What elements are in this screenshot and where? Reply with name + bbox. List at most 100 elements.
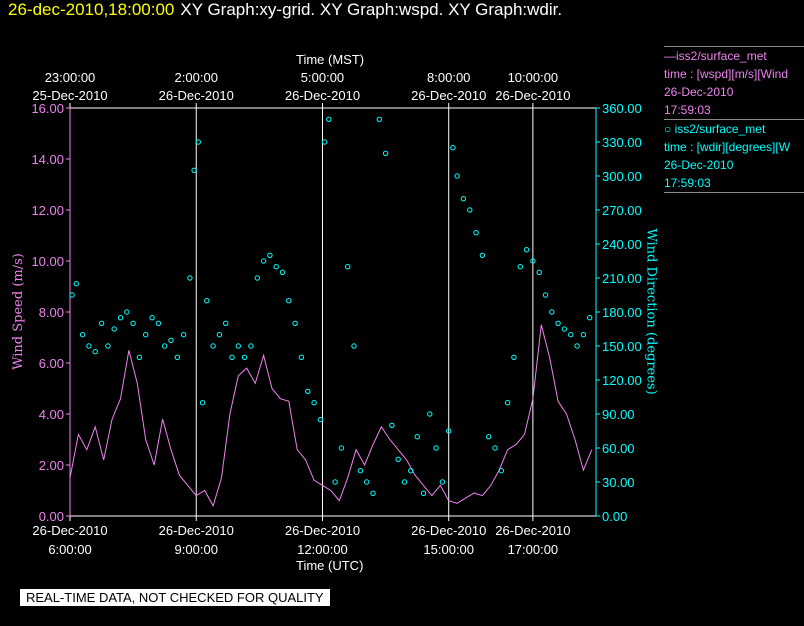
legend-wdir-time: 17:59:03 bbox=[664, 176, 711, 190]
left-tick-label: 4.00 bbox=[39, 407, 64, 422]
wdir-point bbox=[517, 264, 523, 270]
wdir-point bbox=[180, 332, 187, 338]
legend-wspd-date: 26-Dec-2010 bbox=[664, 85, 734, 99]
left-tick-label: 0.00 bbox=[39, 509, 64, 524]
wdir-point bbox=[351, 343, 357, 349]
wdir-point bbox=[286, 298, 292, 304]
wdir-point bbox=[555, 320, 561, 326]
wdir-point bbox=[467, 207, 473, 213]
legend-wspd: —iss2/surface_met time : [wspd][m/s][Win… bbox=[664, 46, 804, 119]
top-tick-time: 10:00:00 bbox=[508, 70, 559, 85]
wdir-point bbox=[235, 343, 242, 349]
top-axis-title: Time (MST) bbox=[296, 52, 365, 67]
wdir-point bbox=[143, 332, 149, 338]
wdir-point bbox=[408, 468, 414, 474]
bottom-tick-date: 26-Dec-2010 bbox=[285, 523, 360, 538]
right-tick-label: 300.00 bbox=[602, 169, 642, 184]
legend-wspd-time: 17:59:03 bbox=[664, 103, 711, 117]
wdir-point bbox=[210, 343, 216, 349]
right-tick-label: 270.00 bbox=[602, 203, 642, 218]
top-tick-date: 26-Dec-2010 bbox=[495, 88, 570, 103]
wdir-point bbox=[364, 479, 370, 485]
top-tick-date: 26-Dec-2010 bbox=[159, 88, 234, 103]
wdir-point bbox=[174, 354, 181, 360]
wdir-point bbox=[241, 354, 248, 360]
wdir-point bbox=[479, 252, 486, 259]
wdir-point bbox=[420, 490, 427, 496]
right-tick-label: 210.00 bbox=[602, 271, 642, 286]
legend-wdir-name: ○ iss2/surface_met bbox=[664, 122, 766, 136]
wdir-point bbox=[454, 173, 460, 179]
wdir-point bbox=[69, 292, 75, 298]
chart-header: 26-dec-2010,18:00:00 XY Graph:xy-grid. XY… bbox=[8, 0, 562, 20]
wdir-point bbox=[357, 468, 364, 474]
wdir-point bbox=[117, 315, 124, 321]
wdir-point bbox=[561, 326, 568, 332]
wdir-point bbox=[427, 411, 433, 417]
wdir-point bbox=[511, 354, 517, 360]
wdir-point bbox=[86, 343, 92, 349]
right-tick-label: 180.00 bbox=[602, 305, 642, 320]
top-tick-date: 25-Dec-2010 bbox=[32, 88, 107, 103]
wdir-point bbox=[260, 258, 267, 264]
wdir-point bbox=[92, 349, 98, 355]
wdir-point bbox=[187, 275, 193, 281]
wdir-point bbox=[168, 337, 174, 343]
wdir-point bbox=[326, 116, 332, 123]
wdir-point bbox=[124, 309, 130, 315]
wdir-point bbox=[204, 298, 210, 304]
left-tick-label: 2.00 bbox=[39, 458, 64, 473]
top-tick-date: 26-Dec-2010 bbox=[285, 88, 360, 103]
wdir-point bbox=[523, 247, 530, 253]
right-tick-label: 330.00 bbox=[602, 135, 642, 150]
wdir-point bbox=[79, 332, 86, 338]
wdir-point bbox=[401, 479, 408, 485]
wdir-point bbox=[105, 343, 111, 349]
wdir-point bbox=[382, 150, 389, 157]
wdir-point bbox=[460, 196, 467, 202]
right-axis-title: Wind Direction (degrees) bbox=[643, 228, 659, 395]
quality-disclaimer: REAL-TIME DATA, NOT CHECKED FOR QUALITY bbox=[20, 589, 330, 606]
left-tick-label: 12.00 bbox=[31, 203, 64, 218]
wdir-point bbox=[439, 479, 446, 485]
header-timestamp: 26-dec-2010,18:00:00 bbox=[8, 0, 175, 19]
wdir-point bbox=[395, 456, 401, 462]
legend: —iss2/surface_met time : [wspd][m/s][Win… bbox=[664, 46, 804, 193]
wdir-point bbox=[433, 445, 439, 451]
wdir-point bbox=[498, 468, 504, 474]
wdir-point bbox=[305, 388, 311, 394]
legend-wdir: ○ iss2/surface_met time : [wdir][degrees… bbox=[664, 119, 804, 193]
wdir-point bbox=[111, 326, 117, 332]
bottom-tick-date: 26-Dec-2010 bbox=[32, 523, 107, 538]
left-tick-label: 6.00 bbox=[39, 356, 64, 371]
wdir-point bbox=[191, 167, 197, 174]
right-tick-label: 240.00 bbox=[602, 237, 642, 252]
wdir-point bbox=[530, 258, 536, 264]
bottom-tick-time: 12:00:00 bbox=[297, 542, 348, 557]
wdir-point bbox=[486, 434, 492, 440]
legend-wdir-var: time : [wdir][degrees][W bbox=[664, 140, 791, 154]
wdir-point bbox=[98, 320, 105, 326]
top-tick-time: 23:00:00 bbox=[45, 70, 96, 85]
wdir-point bbox=[446, 428, 452, 434]
wdir-point bbox=[254, 275, 260, 281]
left-tick-label: 10.00 bbox=[31, 254, 64, 269]
wdir-point bbox=[162, 343, 168, 349]
top-tick-time: 2:00:00 bbox=[175, 70, 218, 85]
wdir-point bbox=[279, 269, 286, 275]
legend-wspd-name: —iss2/surface_met bbox=[664, 46, 804, 65]
top-tick-date: 26-Dec-2010 bbox=[411, 88, 486, 103]
left-tick-label: 8.00 bbox=[39, 305, 64, 320]
wdir-point bbox=[321, 139, 328, 145]
wdir-point bbox=[73, 281, 80, 287]
wdir-point bbox=[267, 252, 273, 259]
wdir-point bbox=[292, 320, 298, 326]
left-tick-label: 14.00 bbox=[31, 152, 64, 167]
bottom-tick-time: 17:00:00 bbox=[508, 542, 559, 557]
wdir-point bbox=[345, 264, 351, 270]
wdir-point bbox=[504, 400, 511, 406]
wdir-point bbox=[389, 422, 395, 428]
wdir-point bbox=[542, 292, 549, 298]
right-tick-label: 120.00 bbox=[602, 373, 642, 388]
